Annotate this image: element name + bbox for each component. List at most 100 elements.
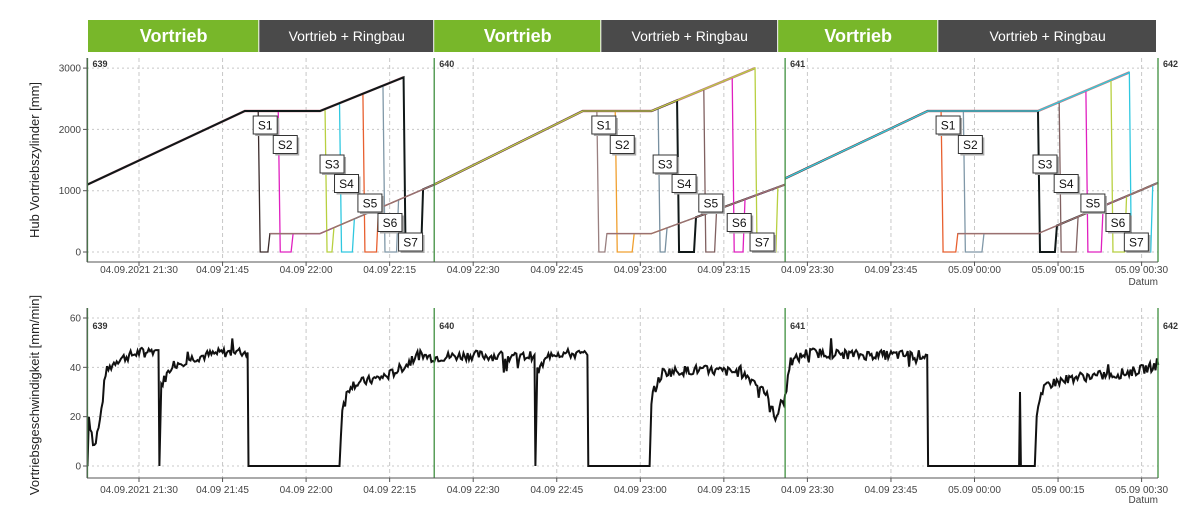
cylinder-label: S7 <box>403 236 418 250</box>
cylinder-line-s7 <box>87 75 435 253</box>
cylinder-label-box <box>377 213 403 232</box>
cylinder-label: S2 <box>615 138 630 152</box>
x-tick-label: 04.09 22:30 <box>447 485 500 496</box>
cylinder-label: S1 <box>941 119 956 133</box>
cylinder-label-box <box>957 135 983 154</box>
cylinder-label: S1 <box>258 119 273 133</box>
phase-label: Vortrieb <box>140 26 208 46</box>
x-tick-label: 04.09 23:15 <box>697 485 750 496</box>
cylinder-label-box <box>272 135 298 154</box>
x-tick-label: 05.09 00:30 <box>1115 265 1168 276</box>
x-tick-label: 04.09 23:15 <box>697 265 750 276</box>
x-tick-label: 04.09 21:45 <box>196 485 249 496</box>
bottom-chart: 639 640 641 642 0 20 40 60 04.09.2021 21:30 04.0… <box>27 295 1178 506</box>
y-tick-label: 2000 <box>59 125 82 136</box>
phase-label: Vortrieb + Ringbau <box>289 28 405 44</box>
cylinder-label: S5 <box>703 197 718 211</box>
phase-advance <box>434 20 601 52</box>
cylinder-label-box <box>591 115 617 135</box>
ring-number: 642 <box>1163 59 1178 69</box>
phase-banner: Vortrieb Vortrieb + Ringbau Vortrieb Vortri… <box>88 20 1156 52</box>
phase-label: Vortrieb <box>824 26 892 46</box>
phase-ring <box>938 20 1156 52</box>
phase-label: Vortrieb + Ringbau <box>989 28 1105 44</box>
speed-line <box>86 338 1160 467</box>
ring-number: 640 <box>439 59 454 69</box>
cylinder-label-box <box>609 135 635 154</box>
x-tick-label: 05.09 00:15 <box>1032 485 1085 496</box>
x-tick-label: 04.09 22:30 <box>447 265 500 276</box>
x-tick-label: 04.09 22:00 <box>280 265 333 276</box>
phase-ring <box>259 20 434 52</box>
x-tick-label: 04.09 23:30 <box>781 265 834 276</box>
cylinder-label-box <box>252 115 278 135</box>
x-tick-label: 04.09 23:30 <box>781 485 834 496</box>
cylinder-line-s7 <box>433 67 786 253</box>
cylinder-label-box <box>935 115 961 135</box>
cylinder-label-box <box>652 154 678 174</box>
cylinder-label: S3 <box>325 158 340 172</box>
cylinder-label-box <box>357 193 383 213</box>
x-tick-label: 04.09 22:15 <box>363 485 416 496</box>
top-ticks: 0 1000 2000 3000 04.09.2021 21:30 04.09 21:45… <box>59 64 1169 276</box>
cylinder-label-box <box>698 193 724 213</box>
cylinder-label: S7 <box>1129 236 1144 250</box>
bottom-ticks: 0 20 40 60 04.09.2021 21:30 04.09 21:45 04.09 … <box>70 314 1169 497</box>
top-x-axis-label: Datum <box>1129 277 1158 288</box>
bottom-ring-markers: 639 640 641 642 <box>86 308 1178 478</box>
cylinder-label: S4 <box>339 177 354 191</box>
x-tick-label: 04.09 23:45 <box>865 265 918 276</box>
cylinder-label: S3 <box>658 158 673 172</box>
cylinder-label-box <box>1123 232 1149 252</box>
cylinder-label: S6 <box>383 216 398 230</box>
bottom-y-axis-label: Vortriebsgeschwindigkeit [mm/min] <box>27 295 42 495</box>
bottom-x-axis-label: Datum <box>1129 495 1158 506</box>
y-tick-label: 40 <box>70 363 82 374</box>
cylinder-label: S2 <box>278 138 293 152</box>
cylinder-label-box <box>319 154 345 174</box>
x-tick-label: 04.09 23:00 <box>614 265 667 276</box>
x-tick-label: 04.09.2021 21:30 <box>100 265 178 276</box>
phase-label: Vortrieb <box>484 26 552 46</box>
lower-envelope-line <box>269 183 435 235</box>
cylinder-label: S5 <box>363 197 378 211</box>
ring-number: 639 <box>92 59 107 69</box>
x-tick-label: 04.09 23:45 <box>865 485 918 496</box>
phase-advance <box>778 20 938 52</box>
y-tick-label: 1000 <box>59 186 82 197</box>
bottom-series <box>86 338 1160 467</box>
cylinder-label: S4 <box>1059 177 1074 191</box>
x-tick-label: 05.09 00:00 <box>948 485 1001 496</box>
cylinder-label-box <box>1080 193 1106 213</box>
ring-number: 641 <box>790 321 805 331</box>
phase-advance <box>88 20 259 52</box>
x-tick-label: 04.09 22:15 <box>363 265 416 276</box>
ring-number: 641 <box>790 59 805 69</box>
cylinder-label: S5 <box>1086 197 1101 211</box>
ring-number: 639 <box>92 321 107 331</box>
x-tick-label: 04.09.2021 21:30 <box>100 485 178 496</box>
cylinder-label-box <box>1053 174 1079 193</box>
x-tick-label: 05.09 00:00 <box>948 265 1001 276</box>
y-tick-label: 20 <box>70 412 82 423</box>
ring-number: 642 <box>1163 321 1178 331</box>
x-tick-label: 04.09 22:45 <box>530 485 583 496</box>
cylinder-label: S1 <box>597 119 612 133</box>
x-tick-label: 05.09 00:15 <box>1032 265 1085 276</box>
x-tick-label: 04.09 23:00 <box>614 485 667 496</box>
cylinder-label-box <box>671 174 697 193</box>
cylinder-label: S6 <box>732 216 747 230</box>
top-chart: 639 640 641 642 S1S2S3S4S5S6S7S1S2S3S4S5S6S… <box>27 58 1178 288</box>
x-tick-label: 04.09 22:00 <box>280 485 333 496</box>
top-plot-area <box>87 58 1158 262</box>
cylinder-label-box <box>334 174 360 193</box>
cylinder-label: S4 <box>677 177 692 191</box>
ring-number: 640 <box>439 321 454 331</box>
y-tick-label: 0 <box>75 248 81 259</box>
x-tick-label: 04.09 21:45 <box>196 265 249 276</box>
cylinder-label-box <box>726 213 752 232</box>
cylinder-line-s7 <box>784 71 1159 253</box>
y-tick-label: 0 <box>75 462 81 473</box>
cylinder-label: S2 <box>963 138 978 152</box>
